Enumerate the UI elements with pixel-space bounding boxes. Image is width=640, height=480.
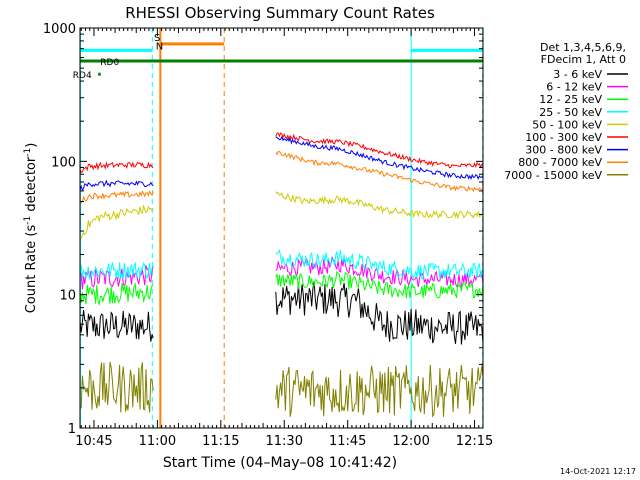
flag-label-rd4: RD4 [73,71,92,81]
legend-label-2: 6 - 12 keV [546,81,602,94]
x-tick-label: 10:45 [75,434,112,449]
x-tick-label: 11:45 [329,434,366,449]
marker-n: N [156,41,163,52]
series-line-2-segment-1 [79,265,154,290]
series-line-9-segment-2 [275,364,484,418]
series-line-8-segment-2 [275,150,484,193]
plot-area: RD0 RD4 SN [73,28,484,428]
x-tick-label: 11:15 [202,434,239,449]
series-line-3-segment-1 [79,282,154,307]
legend-label-4: 25 - 50 keV [539,106,602,119]
y-tick-label: 10 [59,289,76,304]
legend-header-line-1: Det 1,3,4,5,6,9, [540,41,626,54]
legend-label-9: 7000 - 15000 keV [504,169,602,182]
series-line-1-segment-1 [79,310,154,342]
series-line-7-segment-1 [79,179,154,192]
legend-label-1: 3 - 6 keV [553,68,602,81]
legend-label-7: 300 - 800 keV [525,144,602,157]
series-line-7-segment-2 [275,135,484,181]
y-axis-label: Count Rate (s-1 detector-1) [23,143,39,314]
footer-timestamp: 14-Oct-2021 12:17 [560,467,636,476]
x-tick-label: 12:00 [392,434,429,449]
legend-label-3: 12 - 25 keV [539,93,602,106]
series-line-2-segment-2 [275,255,484,290]
y-axis-label-sup1: -1 [23,216,33,225]
series-line-4-segment-2 [275,248,484,280]
y-axis-label-mid: detector [24,156,39,216]
y-axis-label-main: Count Rate (s [24,225,39,314]
series-line-8-segment-1 [79,190,154,204]
x-tick-label: 12:15 [456,434,493,449]
plot-frame [79,27,484,429]
y-tick-label: 1 [68,422,76,437]
legend-label-6: 100 - 300 keV [525,131,602,144]
x-tick-label: 11:30 [266,434,303,449]
y-tick-label: 100 [51,155,76,170]
x-tick-label: 11:00 [139,434,176,449]
y-tick-label: 1000 [43,22,76,37]
series-line-6-segment-2 [275,132,484,169]
series-line-1-segment-2 [275,281,484,345]
series-line-6-segment-1 [79,161,154,174]
flag-label-rd0: RD0 [100,58,119,68]
marker-s: S [154,33,160,44]
series-line-5-segment-2 [275,191,484,220]
series-line-5-segment-1 [79,204,154,240]
series-line-9-segment-1 [79,361,154,413]
y-axis-label-sup2: -1 [23,148,33,157]
legend-label-5: 50 - 100 keV [532,118,602,131]
x-axis: 10:45 11:00 11:15 11:30 11:45 12:00 12:15 [75,28,493,449]
legend-header-line-2: FDecim 1, Att 0 [541,53,626,66]
legend-label-8: 800 - 7000 keV [518,156,602,169]
legend: Det 1,3,4,5,6,9, FDecim 1, Att 0 3 - 6 k… [504,41,628,182]
y-axis-label-end: ) [24,143,39,148]
series-line-3-segment-2 [275,270,484,299]
y-axis: 1 10 100 1000 [43,22,483,437]
chart-title: RHESSI Observing Summary Count Rates [125,4,435,22]
x-axis-label: Start Time (04–May–08 10:41:42) [163,455,397,471]
series-line-4-segment-1 [79,261,154,280]
